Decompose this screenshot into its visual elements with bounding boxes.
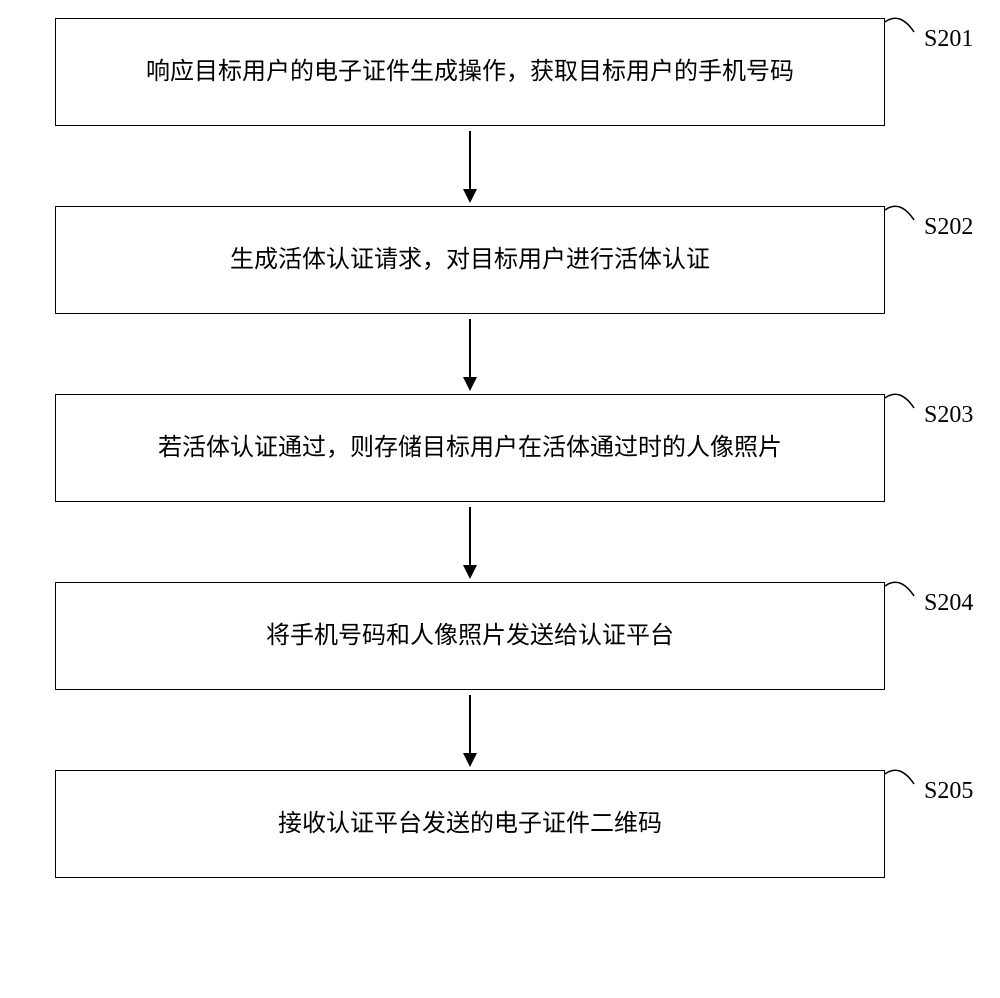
step-label: S205	[924, 778, 973, 805]
step-box-s202: 生成活体认证请求，对目标用户进行活体认证	[55, 206, 885, 314]
step-label: S202	[924, 214, 973, 241]
step-label: S204	[924, 590, 973, 617]
step-text: 接收认证平台发送的电子证件二维码	[278, 805, 662, 843]
step-box-s204: 将手机号码和人像照片发送给认证平台	[55, 582, 885, 690]
step-text: 生成活体认证请求，对目标用户进行活体认证	[230, 241, 710, 279]
arrow-connector	[55, 126, 885, 206]
arrow-connector	[55, 314, 885, 394]
arrow-down-icon	[469, 319, 471, 389]
arrow-down-icon	[469, 131, 471, 201]
step-text: 响应目标用户的电子证件生成操作，获取目标用户的手机号码	[146, 53, 794, 91]
step-box-s205: 接收认证平台发送的电子证件二维码	[55, 770, 885, 878]
arrow-down-icon	[469, 507, 471, 577]
step-label: S201	[924, 26, 973, 53]
step-box-s203: 若活体认证通过，则存储目标用户在活体通过时的人像照片	[55, 394, 885, 502]
step-text: 将手机号码和人像照片发送给认证平台	[266, 617, 674, 655]
arrow-connector	[55, 502, 885, 582]
arrow-connector	[55, 690, 885, 770]
step-box-s201: 响应目标用户的电子证件生成操作，获取目标用户的手机号码	[55, 18, 885, 126]
flowchart-container: 响应目标用户的电子证件生成操作，获取目标用户的手机号码 生成活体认证请求，对目标…	[55, 18, 945, 878]
arrow-down-icon	[469, 695, 471, 765]
step-text: 若活体认证通过，则存储目标用户在活体通过时的人像照片	[158, 429, 782, 467]
step-label: S203	[924, 402, 973, 429]
